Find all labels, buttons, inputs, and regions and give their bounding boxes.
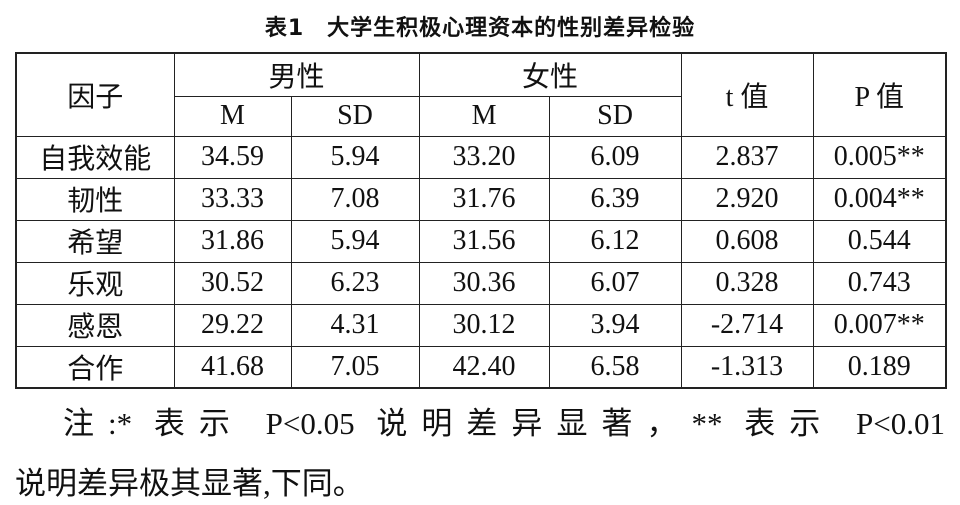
table-cell: 0.743: [812, 261, 947, 305]
table-cell: 30.12: [418, 303, 550, 347]
header-cell: t 值: [680, 52, 814, 137]
header-cell: M: [173, 95, 292, 137]
header-cell: M: [418, 95, 550, 137]
table-cell: 5.94: [290, 219, 420, 263]
note-line: 说明差异极其显著,下同。: [15, 466, 364, 501]
row-label: 希望: [15, 219, 175, 263]
table-cell: 30.36: [418, 261, 550, 305]
table-row: 乐观 30.52 6.23 30.36 6.07 0.328 0.743: [15, 261, 947, 305]
table-cell: 6.07: [548, 261, 682, 305]
table-cell: -1.313: [680, 345, 814, 389]
table-cell: 33.33: [173, 177, 292, 221]
table-body: 自我效能 34.59 5.94 33.20 6.09 2.837 0.005** 韧性 33.3…: [15, 135, 947, 389]
table-cell: 6.23: [290, 261, 420, 305]
table-cell: 42.40: [418, 345, 550, 389]
table-row: 韧性 33.33 7.08 31.76 6.39 2.920 0.004**: [15, 177, 947, 221]
table-cell: 0.005**: [812, 135, 947, 179]
table-cell: 41.68: [173, 345, 292, 389]
table-cell: 31.56: [418, 219, 550, 263]
row-label: 韧性: [15, 177, 175, 221]
table-cell: 6.58: [548, 345, 682, 389]
data-table: 因子 男性 女性 t 值 P 值 M SD M SD 自我效能 34.59 5.94…: [15, 52, 948, 389]
table-row: 希望 31.86 5.94 31.56 6.12 0.608 0.544: [15, 219, 947, 263]
table-title: 表1 大学生积极心理资本的性别差异检验: [264, 16, 696, 41]
table-cell: 0.189: [812, 345, 947, 389]
header-cell: SD: [548, 95, 682, 137]
row-label: 合作: [15, 345, 175, 389]
table-cell: 33.20: [418, 135, 550, 179]
table-cell: 5.94: [290, 135, 420, 179]
row-label: 乐观: [15, 261, 175, 305]
table-row: 合作 41.68 7.05 42.40 6.58 -1.313 0.189: [15, 345, 947, 389]
header-cell: 因子: [15, 52, 175, 137]
table-cell: 6.39: [548, 177, 682, 221]
table-cell: 31.76: [418, 177, 550, 221]
table-cell: 3.94: [548, 303, 682, 347]
header-cell: SD: [290, 95, 420, 137]
table-cell: 2.837: [680, 135, 814, 179]
table-cell: 6.09: [548, 135, 682, 179]
table-row: 自我效能 34.59 5.94 33.20 6.09 2.837 0.005**: [15, 135, 947, 179]
row-label: 感恩: [15, 303, 175, 347]
table-cell: -2.714: [680, 303, 814, 347]
table-row: 感恩 29.22 4.31 30.12 3.94 -2.714 0.007**: [15, 303, 947, 347]
table-cell: 0.004**: [812, 177, 947, 221]
table-cell: 0.328: [680, 261, 814, 305]
table-cell: 0.544: [812, 219, 947, 263]
table-cell: 0.007**: [812, 303, 947, 347]
header-cell: 男性: [173, 52, 420, 97]
header-row: 因子 男性 女性 t 值 P 值: [15, 52, 947, 137]
header-cell: 女性: [418, 52, 682, 97]
table-cell: 4.31: [290, 303, 420, 347]
table-cell: 2.920: [680, 177, 814, 221]
table-cell: 7.08: [290, 177, 420, 221]
table-cell: 7.05: [290, 345, 420, 389]
table-cell: 6.12: [548, 219, 682, 263]
header-cell: P 值: [812, 52, 947, 137]
row-label: 自我效能: [15, 135, 175, 179]
note-line: 注:* 表示 P<0.05 说明差异显著，** 表示 P<0.01: [63, 406, 945, 441]
table-cell: 30.52: [173, 261, 292, 305]
table-cell: 0.608: [680, 219, 814, 263]
table-cell: 34.59: [173, 135, 292, 179]
table-cell: 31.86: [173, 219, 292, 263]
table-cell: 29.22: [173, 303, 292, 347]
